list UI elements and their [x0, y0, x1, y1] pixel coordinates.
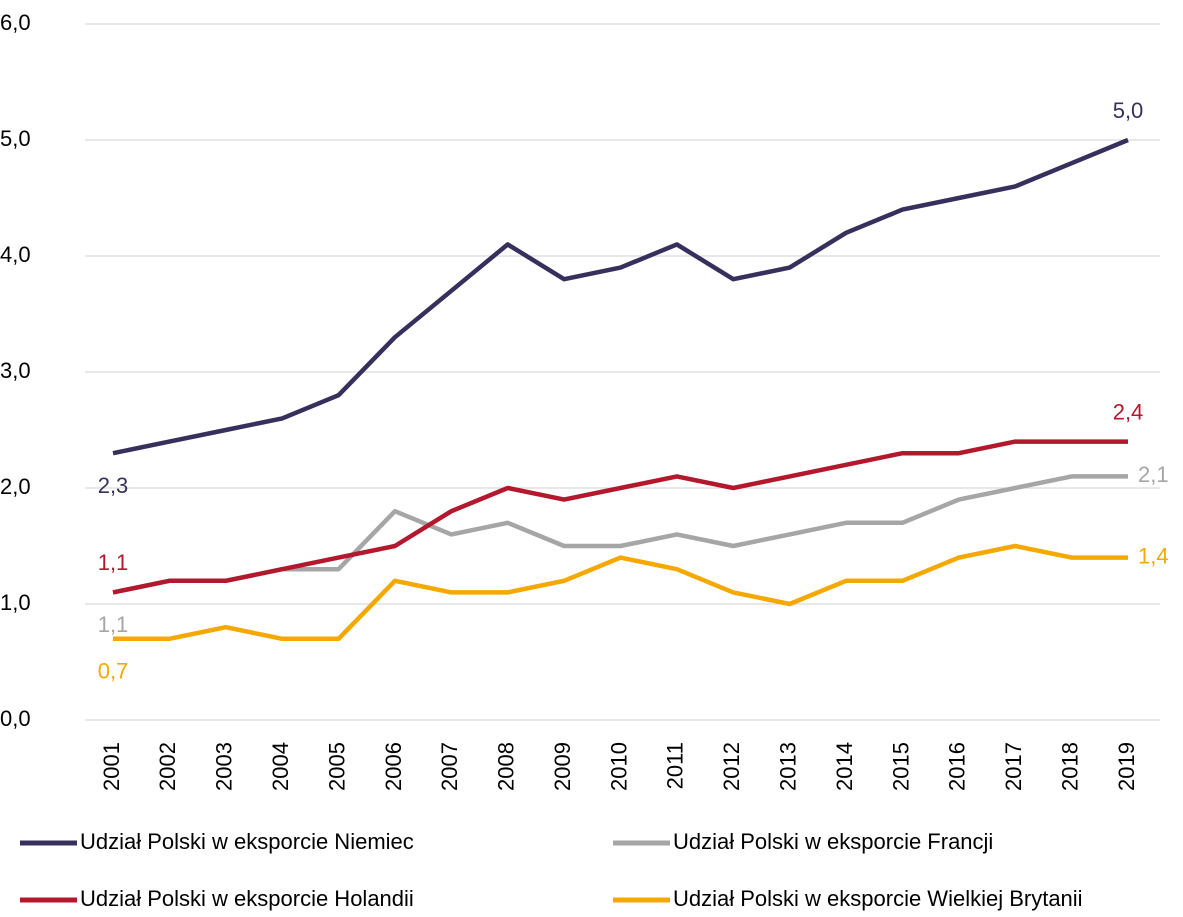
legend-label: Udział Polski w eksporcie Francji [673, 829, 993, 854]
legend-label: Udział Polski w eksporcie Niemiec [80, 829, 414, 854]
x-tick-label: 2007 [437, 742, 462, 791]
y-tick-label: 5,0 [0, 126, 31, 151]
series-line [113, 543, 1128, 642]
y-tick-label: 0,0 [0, 706, 31, 731]
data-label: 1,1 [98, 612, 129, 637]
y-tick-label: 1,0 [0, 590, 31, 615]
x-tick-label: 2003 [212, 742, 237, 791]
y-tick-label: 2,0 [0, 474, 31, 499]
x-tick-label: 2018 [1057, 742, 1082, 791]
y-tick-label: 6,0 [0, 10, 31, 35]
series-line [112, 439, 1128, 595]
x-tick-label: 2016 [945, 742, 970, 791]
x-tick-label: 2002 [155, 742, 180, 791]
data-label: 2,3 [98, 473, 129, 498]
x-tick-label: 2008 [494, 742, 519, 791]
x-tick-label: 2017 [1001, 742, 1026, 791]
legend-label: Udział Polski w eksporcie Wielkiej Bryta… [673, 886, 1083, 911]
legend-label: Udział Polski w eksporcie Holandii [80, 886, 414, 911]
x-tick-label: 2015 [888, 742, 913, 791]
data-label: 5,0 [1113, 98, 1144, 123]
series-line [112, 137, 1129, 456]
y-tick-label: 4,0 [0, 242, 31, 267]
data-label: 2,1 [1138, 462, 1169, 487]
data-label: 2,4 [1113, 399, 1144, 424]
x-tick-label: 2005 [324, 742, 349, 791]
x-tick-label: 2011 [663, 742, 688, 789]
data-label: 1,1 [98, 550, 129, 575]
x-tick-label: 2014 [832, 742, 857, 791]
data-label: 0,7 [98, 659, 129, 684]
x-tick-label: 2009 [550, 742, 575, 791]
data-label: 1,4 [1138, 543, 1169, 568]
y-tick-label: 3,0 [0, 358, 31, 383]
x-tick-label: 2006 [381, 742, 406, 791]
x-tick-label: 2010 [606, 742, 631, 791]
x-tick-label: 2012 [719, 742, 744, 791]
series-line [112, 474, 1128, 595]
x-tick-label: 2001 [99, 742, 124, 791]
x-tick-label: 2004 [268, 742, 293, 791]
x-tick-label: 2019 [1114, 742, 1139, 791]
x-tick-label: 2013 [775, 742, 800, 791]
